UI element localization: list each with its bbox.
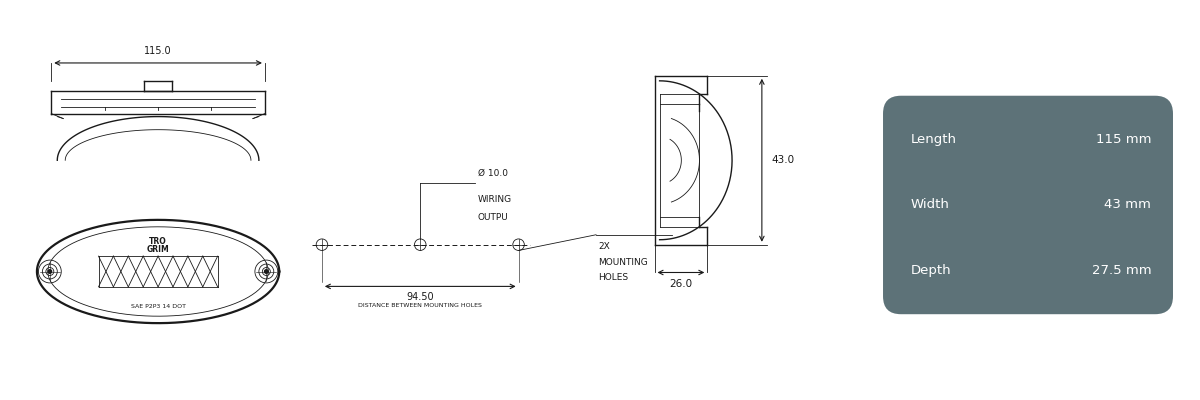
Text: MOUNTING: MOUNTING (598, 258, 648, 266)
Text: Depth: Depth (911, 264, 952, 277)
Text: HOLES: HOLES (598, 274, 628, 282)
Text: WIRING: WIRING (478, 195, 512, 204)
Text: GRIM: GRIM (146, 245, 169, 254)
Text: OUTPU: OUTPU (478, 213, 509, 222)
Circle shape (517, 243, 520, 246)
Circle shape (48, 270, 52, 273)
Text: Width: Width (911, 198, 949, 212)
Text: 26.0: 26.0 (670, 280, 692, 290)
Text: 115 mm: 115 mm (1096, 133, 1151, 146)
Text: 27.5 mm: 27.5 mm (1092, 264, 1151, 277)
Text: Length: Length (911, 133, 956, 146)
Text: 2X: 2X (598, 242, 610, 251)
FancyBboxPatch shape (883, 96, 1172, 314)
Circle shape (419, 243, 422, 246)
Text: TRO: TRO (149, 237, 167, 246)
Text: 43 mm: 43 mm (1104, 198, 1151, 212)
Text: 115.0: 115.0 (144, 46, 172, 56)
Circle shape (320, 243, 324, 246)
Text: DISTANCE BETWEEN MOUNTING HOLES: DISTANCE BETWEEN MOUNTING HOLES (359, 303, 482, 308)
Text: 43.0: 43.0 (772, 155, 794, 165)
Text: Ø 10.0: Ø 10.0 (478, 169, 508, 178)
Text: SAE P2P3 14 DOT: SAE P2P3 14 DOT (131, 304, 186, 309)
Circle shape (264, 270, 268, 273)
Text: 94.50: 94.50 (407, 292, 434, 302)
